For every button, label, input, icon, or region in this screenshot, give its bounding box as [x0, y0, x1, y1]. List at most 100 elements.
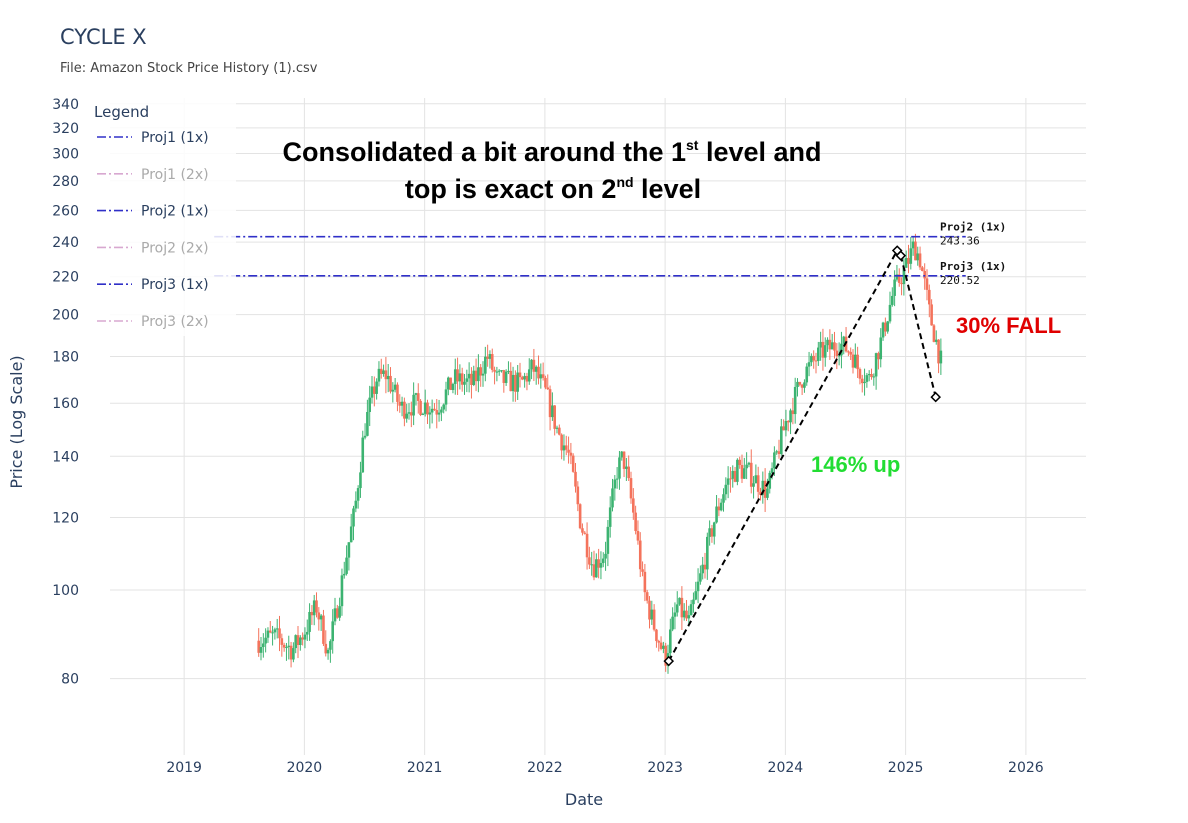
candle-body	[717, 506, 721, 511]
candle-body	[826, 339, 829, 346]
candle-body	[377, 368, 381, 382]
candle-body	[680, 597, 684, 618]
candle-body	[812, 355, 815, 361]
candle-body	[264, 637, 267, 644]
candle-body	[546, 387, 550, 390]
legend: Legend Proj1 (1x) Proj1 (2x) Proj2 (1x) Pro…	[86, 98, 236, 336]
candle-body	[835, 350, 839, 356]
y-tick-label: 320	[52, 121, 79, 137]
y-tick-label: 160	[52, 396, 79, 412]
candle-body	[854, 354, 857, 368]
candle-body	[669, 629, 672, 654]
y-tick-label: 300	[52, 147, 79, 163]
candle-body	[257, 640, 261, 653]
candle-body	[643, 571, 647, 593]
candle-body	[715, 506, 718, 523]
candle-body	[897, 274, 901, 283]
candle-body	[299, 637, 302, 646]
candle-body	[352, 508, 355, 527]
legend-item-label: Proj2 (2x)	[141, 240, 209, 256]
candle-body	[301, 637, 304, 640]
legend-title: Legend	[94, 103, 149, 121]
annotation-top-line2-main: top is exact on 2	[405, 174, 617, 204]
candle-body	[599, 563, 603, 568]
candle-body	[902, 267, 906, 285]
candle-body	[595, 559, 598, 578]
candle-body	[696, 581, 700, 592]
candle-body	[590, 564, 593, 566]
candle-body	[777, 451, 781, 455]
y-tick-label: 220	[52, 270, 79, 286]
chart-subtitle: File: Amazon Stock Price History (1).csv	[60, 61, 318, 76]
candle-body	[308, 611, 311, 632]
candle-body	[618, 457, 621, 479]
candle-body	[923, 271, 926, 279]
candle-body	[449, 377, 452, 390]
candle-body	[405, 413, 408, 419]
candle-body	[724, 484, 728, 495]
candle-body	[712, 522, 716, 537]
candle-body	[558, 427, 561, 435]
candle-body	[273, 629, 277, 633]
candle-body	[285, 647, 288, 649]
candle-body	[578, 504, 582, 529]
candle-body	[562, 445, 566, 451]
x-tick-label: 2019	[166, 760, 202, 776]
candle-body	[638, 540, 642, 570]
candle-body	[837, 355, 841, 357]
candle-body	[268, 630, 272, 633]
candle-body	[275, 628, 279, 630]
candle-body	[305, 631, 309, 635]
candle-body	[736, 459, 739, 482]
candle-body	[585, 533, 589, 558]
candle-body	[685, 610, 688, 619]
candle-body	[817, 347, 820, 361]
candle-body	[338, 606, 341, 618]
candle-body	[534, 366, 538, 372]
candle-body	[722, 494, 725, 503]
candle-body	[847, 351, 850, 353]
candle-body	[821, 341, 825, 358]
candle-body	[340, 575, 344, 607]
legend-item-label: Proj3 (2x)	[141, 314, 209, 330]
candle-body	[532, 359, 536, 372]
candle-body	[379, 368, 383, 374]
candle-body	[333, 608, 337, 622]
candle-body	[851, 354, 855, 368]
candle-body	[766, 488, 769, 498]
candle-body	[743, 468, 746, 479]
candle-body	[278, 628, 281, 639]
candle-body	[366, 411, 369, 436]
y-axis-ticks: 80 100 120 140 160 180 200 220 240 260 280 300 320 34…	[52, 97, 79, 688]
candle-body	[934, 339, 938, 342]
candle-body	[477, 367, 480, 382]
y-tick-label: 120	[52, 511, 79, 527]
x-tick-label: 2026	[1008, 760, 1044, 776]
candle-body	[296, 635, 300, 646]
candle-body	[810, 355, 813, 363]
candle-body	[410, 412, 413, 416]
candle-body	[472, 370, 476, 385]
candle-body	[937, 339, 940, 364]
annotation-top-line2-rest: level	[634, 174, 702, 204]
candle-body	[419, 400, 422, 415]
candle-body	[322, 615, 325, 644]
candle-body	[682, 610, 686, 618]
candle-body	[888, 304, 892, 322]
candle-body	[373, 386, 376, 394]
candle-body	[601, 558, 605, 564]
candle-body	[289, 645, 293, 660]
x-tick-label: 2020	[287, 760, 323, 776]
candle-body	[874, 353, 878, 377]
candle-body	[354, 500, 358, 509]
candle-body	[368, 397, 371, 412]
candle-body	[312, 600, 316, 616]
candle-body	[370, 386, 374, 398]
candle-body	[530, 359, 533, 370]
candle-body	[856, 354, 859, 370]
candle-body	[710, 528, 714, 537]
pattern-lines	[663, 245, 941, 667]
candle-body	[518, 372, 522, 378]
candle-body	[782, 426, 785, 431]
